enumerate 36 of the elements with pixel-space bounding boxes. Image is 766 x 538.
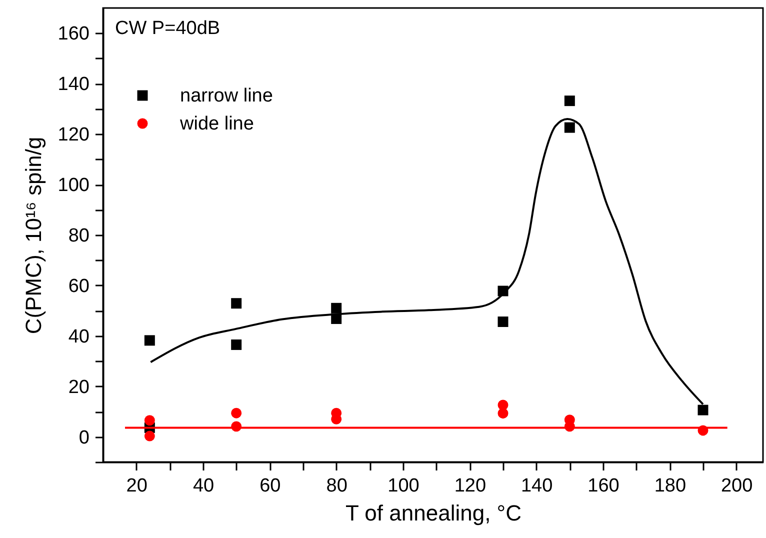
y-tick-label: 160: [58, 24, 90, 45]
point: [144, 415, 155, 426]
x-tick-label: 20: [126, 476, 148, 496]
x-tick-label: 140: [520, 476, 553, 496]
x-tick-label: 100: [388, 476, 420, 496]
point: [498, 316, 508, 328]
y-tick-label: 40: [68, 326, 90, 348]
point: [331, 302, 342, 314]
x-tick-label: 40: [192, 476, 214, 496]
point: [231, 298, 242, 309]
x-tick-label: 60: [260, 476, 281, 496]
point: [564, 96, 575, 106]
y-tick-label: 0: [78, 427, 90, 448]
y-tick-label: 20: [68, 376, 90, 398]
y-tick-label: 120: [58, 124, 90, 146]
x-axis-title: T of annealing, °C: [346, 500, 522, 526]
x-tick-label: 180: [654, 476, 686, 496]
legend-label: narrow line: [180, 86, 273, 106]
point: [144, 335, 155, 346]
point: [564, 122, 575, 133]
y-tick-label: 140: [58, 74, 90, 96]
legend-label: wide line: [179, 114, 254, 134]
x-tick-label: 120: [454, 476, 486, 496]
point: [231, 339, 242, 350]
y-axis-title: C(PMC), 10¹⁶ spin/g: [20, 136, 46, 334]
y-tick-label: 60: [68, 276, 90, 297]
point: [698, 404, 708, 416]
x-tick-label: 200: [720, 476, 753, 496]
y-tick-label: 100: [58, 175, 90, 196]
x-tick-label: 160: [588, 476, 620, 496]
point: [144, 430, 155, 442]
point: [231, 408, 242, 418]
point: [498, 408, 508, 419]
x-tick-label: 80: [326, 476, 348, 496]
y-tick-label: 80: [68, 226, 90, 246]
annotation: CW P=40dB: [115, 18, 220, 39]
